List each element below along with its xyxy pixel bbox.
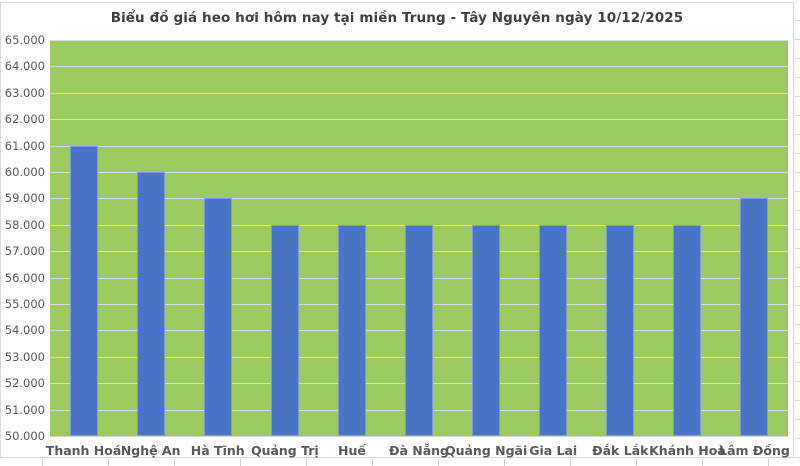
y-tick-label: 61.000	[4, 139, 45, 153]
bar-band	[318, 40, 385, 436]
bar-thanh-hoá	[69, 145, 98, 436]
gridline	[50, 66, 788, 67]
bar-band	[385, 40, 452, 436]
bar-đắk-lắk	[606, 224, 635, 436]
x-axis-label: Khánh Hoà	[649, 442, 726, 458]
gridline	[50, 198, 788, 199]
x-axis-label: Đà Nẵng	[389, 442, 450, 458]
y-tick-label: 57.000	[4, 244, 45, 258]
y-tick-label: 56.000	[4, 271, 45, 285]
x-axis-label: Huế	[338, 442, 366, 458]
x-axis-label: Quảng Ngãi	[444, 442, 528, 458]
plot-area	[50, 40, 788, 437]
y-tick-label: 62.000	[4, 112, 45, 126]
bar-band	[117, 40, 184, 436]
bar-band	[184, 40, 251, 436]
x-axis-label: Lâm Đồng	[719, 442, 790, 458]
bar-band	[587, 40, 654, 436]
gridline	[50, 436, 788, 437]
y-axis: 65.000 64.000 63.000 62.000 61.000 60.000 59.0…	[1, 3, 45, 457]
bar-đà-nẵng	[405, 224, 434, 436]
bar-quảng-trị	[270, 224, 299, 436]
bar-huế	[337, 224, 366, 436]
y-tick-label: 52.000	[4, 376, 45, 390]
y-tick-label: 59.000	[4, 191, 45, 205]
x-axis: Thanh Hoá Nghệ An Hà Tĩnh Quảng Trị Huế Đà Nẵ…	[45, 442, 790, 458]
gridline	[50, 93, 788, 94]
y-tick-label: 51.000	[4, 403, 45, 417]
y-tick-label: 64.000	[4, 59, 45, 73]
bar-band	[654, 40, 721, 436]
y-tick-label: 60.000	[4, 165, 45, 179]
y-tick-label: 63.000	[4, 86, 45, 100]
x-axis-label: Nghệ An	[120, 442, 181, 458]
gridline	[50, 172, 788, 173]
x-axis-label: Gia Lai	[529, 442, 578, 458]
y-tick-label: 54.000	[4, 323, 45, 337]
bar-band	[50, 40, 117, 436]
spreadsheet-column-gridlines	[0, 459, 800, 466]
bars-container	[50, 40, 788, 436]
y-tick-label: 50.000	[4, 429, 45, 443]
bar-quảng-ngãi	[472, 224, 501, 436]
gridline	[50, 146, 788, 147]
chart-object: Biểu đồ giá heo hơi hôm nay tại miền Tru…	[0, 2, 794, 458]
y-tick-label: 55.000	[4, 297, 45, 311]
bar-gia-lai	[539, 224, 568, 436]
gridline	[50, 119, 788, 120]
bar-band	[453, 40, 520, 436]
bar-hà-tĩnh	[203, 198, 232, 436]
y-tick-label: 53.000	[4, 350, 45, 364]
bar-band	[520, 40, 587, 436]
spreadsheet-row-gridlines	[795, 2, 800, 458]
y-tick-label: 58.000	[4, 218, 45, 232]
x-axis-label: Hà Tĩnh	[190, 442, 245, 458]
x-axis-label: Quảng Trị	[250, 442, 319, 458]
x-axis-label: Thanh Hoá	[45, 442, 122, 458]
bar-lâm-đồng	[740, 198, 769, 436]
bar-band	[251, 40, 318, 436]
bar-nghệ-an	[136, 172, 165, 436]
bar-khánh-hoà	[673, 224, 702, 436]
x-axis-label: Đắk Lắk	[592, 442, 649, 458]
gridline	[50, 40, 788, 41]
bar-band	[721, 40, 788, 436]
chart-title: Biểu đồ giá heo hơi hôm nay tại miền Tru…	[110, 10, 684, 26]
y-tick-label: 65.000	[4, 33, 45, 47]
